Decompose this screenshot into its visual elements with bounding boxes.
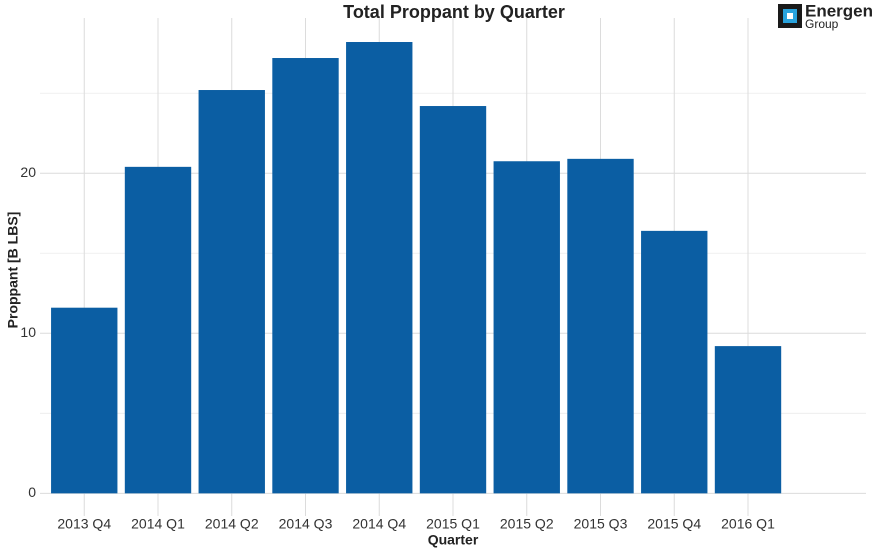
- logo: Energent Group: [778, 1, 872, 31]
- chart-title: Total Proppant by Quarter: [343, 2, 565, 22]
- x-tick-label: 2015 Q4: [647, 516, 701, 532]
- bar: [419, 106, 487, 494]
- y-axis-label: Proppant [B LBS]: [5, 212, 21, 329]
- y-tick-label: 0: [28, 484, 36, 500]
- bar: [272, 58, 339, 494]
- bar: [346, 42, 413, 494]
- x-tick-label: 2015 Q2: [500, 516, 554, 532]
- x-tick-label: 2015 Q3: [574, 516, 628, 532]
- logo-mark-core: [787, 13, 793, 19]
- y-tick-label: 20: [20, 164, 36, 180]
- x-tick-label: 2015 Q1: [426, 516, 480, 532]
- logo-sub: Group: [805, 17, 839, 31]
- x-tick-label: 2013 Q4: [57, 516, 111, 532]
- bar: [714, 346, 782, 494]
- x-axis-label: Quarter: [428, 532, 479, 548]
- logo-name: Energent: [805, 1, 872, 20]
- x-tick-label: 2016 Q1: [721, 516, 775, 532]
- bar: [198, 90, 265, 494]
- x-tick-label: 2014 Q1: [131, 516, 185, 532]
- bar: [641, 230, 708, 494]
- bar: [567, 158, 634, 494]
- x-tick-label: 2014 Q4: [352, 516, 406, 532]
- bar: [124, 166, 192, 494]
- bar: [493, 161, 560, 494]
- x-tick-label: 2014 Q2: [205, 516, 259, 532]
- x-tick-label: 2014 Q3: [279, 516, 333, 532]
- y-tick-label: 10: [20, 324, 36, 340]
- bar: [51, 307, 118, 494]
